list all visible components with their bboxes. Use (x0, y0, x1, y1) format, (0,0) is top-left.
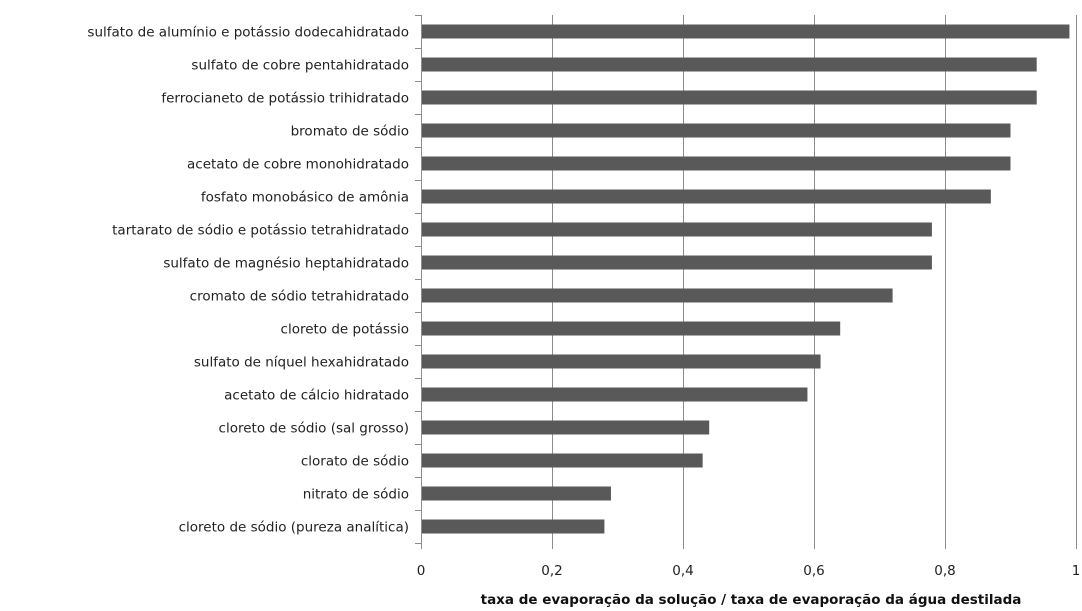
bar (422, 453, 703, 468)
x-tick-label: 0,8 (934, 563, 955, 579)
bar (422, 90, 1037, 105)
category-label: acetato de cálcio hidratado (224, 388, 409, 404)
category-label: bromato de sódio (291, 124, 409, 140)
category-label: sulfato de magnésio heptahidratado (163, 256, 409, 272)
x-tick-label: 1 (1072, 563, 1081, 579)
bar (422, 156, 1011, 171)
category-label: fosfato monobásico de amônia (201, 190, 409, 206)
bar (422, 486, 611, 501)
category-label: ferrocianeto de potássio trihidratado (161, 91, 409, 107)
category-label: sulfato de níquel hexahidratado (194, 355, 409, 371)
category-label: cloreto de potássio (281, 322, 409, 338)
category-label: cloreto de sódio (pureza analítica) (179, 520, 409, 536)
x-axis-title: taxa de evaporação da solução / taxa de … (481, 592, 1022, 608)
bar (422, 222, 932, 237)
x-tick-label: 0 (417, 563, 426, 579)
category-label: clorato de sódio (301, 454, 409, 470)
bar (422, 387, 808, 402)
bar (422, 189, 991, 204)
x-tick-label: 0,4 (672, 563, 693, 579)
category-label: sulfato de cobre pentahidratado (191, 58, 409, 74)
bar (422, 321, 841, 336)
category-label: cromato de sódio tetrahidratado (190, 289, 409, 305)
bars (422, 24, 1070, 534)
bar (422, 57, 1037, 72)
x-tick-label: 0,2 (541, 563, 562, 579)
bar (422, 354, 821, 369)
category-label: cloreto de sódio (sal grosso) (219, 421, 409, 437)
bar (422, 123, 1011, 138)
category-label: acetato de cobre monohidratado (187, 157, 409, 173)
bar (422, 420, 710, 435)
category-label: tartarato de sódio e potássio tetrahidra… (112, 223, 409, 239)
bar (422, 24, 1070, 39)
x-tick-label: 0,6 (803, 563, 824, 579)
bar (422, 288, 893, 303)
category-label: nitrato de sódio (303, 487, 409, 503)
category-label: sulfato de alumínio e potássio dodecahid… (87, 25, 409, 41)
bar (422, 255, 932, 270)
bar (422, 519, 605, 534)
x-tick-labels: 0 0,2 0,4 0,6 0,8 1 (417, 563, 1081, 579)
category-labels: sulfato de alumínio e potássio dodecahid… (87, 25, 409, 536)
